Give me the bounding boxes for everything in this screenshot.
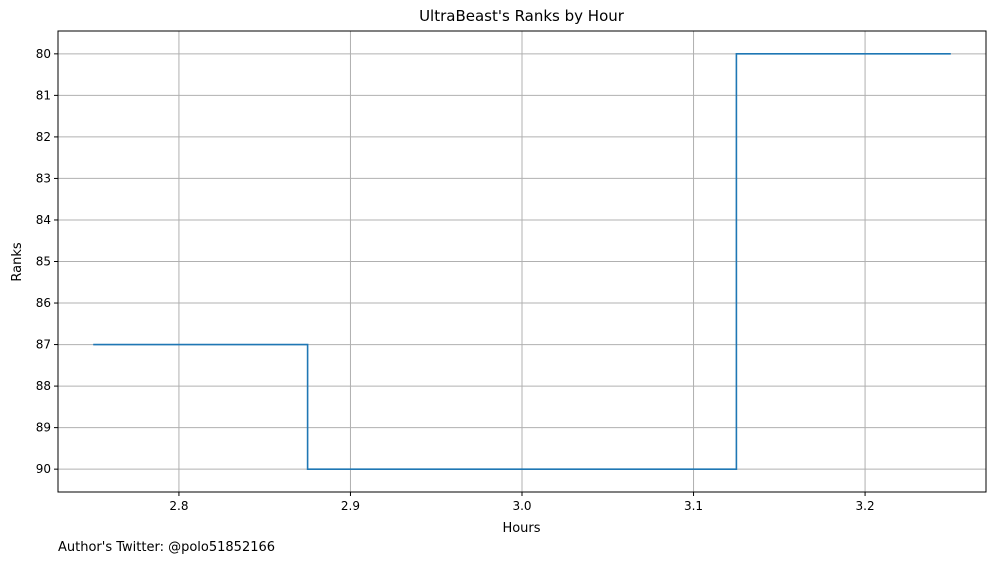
y-tick-label: 84 xyxy=(36,213,51,227)
y-tick-label: 88 xyxy=(36,379,51,393)
y-axis-label: Ranks xyxy=(10,242,25,281)
x-tick-label: 3.2 xyxy=(856,499,875,513)
y-tick-label: 83 xyxy=(36,171,51,185)
x-tick-label: 3.0 xyxy=(512,499,531,513)
grid-lines xyxy=(58,31,986,492)
rank-series-line xyxy=(93,52,951,471)
x-axis-label: Hours xyxy=(502,521,540,536)
x-axis: 2.8 2.9 3.0 3.1 3.2 xyxy=(169,492,875,513)
y-tick-label: 89 xyxy=(36,421,51,435)
x-tick-label: 2.8 xyxy=(169,499,188,513)
x-tick-label: 3.1 xyxy=(684,499,703,513)
y-tick-label: 81 xyxy=(36,88,51,102)
y-tick-label: 86 xyxy=(36,296,51,310)
x-tick-label: 2.9 xyxy=(341,499,360,513)
y-tick-label: 90 xyxy=(36,462,51,476)
y-tick-label: 82 xyxy=(36,130,51,144)
author-credit: Author's Twitter: @polo51852166 xyxy=(58,540,275,555)
series-group xyxy=(93,52,951,471)
y-axis: 80 81 82 83 84 85 86 87 88 89 90 xyxy=(36,47,58,476)
y-tick-label: 85 xyxy=(36,255,51,269)
y-tick-label: 87 xyxy=(36,338,51,352)
y-tick-label: 80 xyxy=(36,47,51,61)
chart-title: UltraBeast's Ranks by Hour xyxy=(419,7,625,25)
